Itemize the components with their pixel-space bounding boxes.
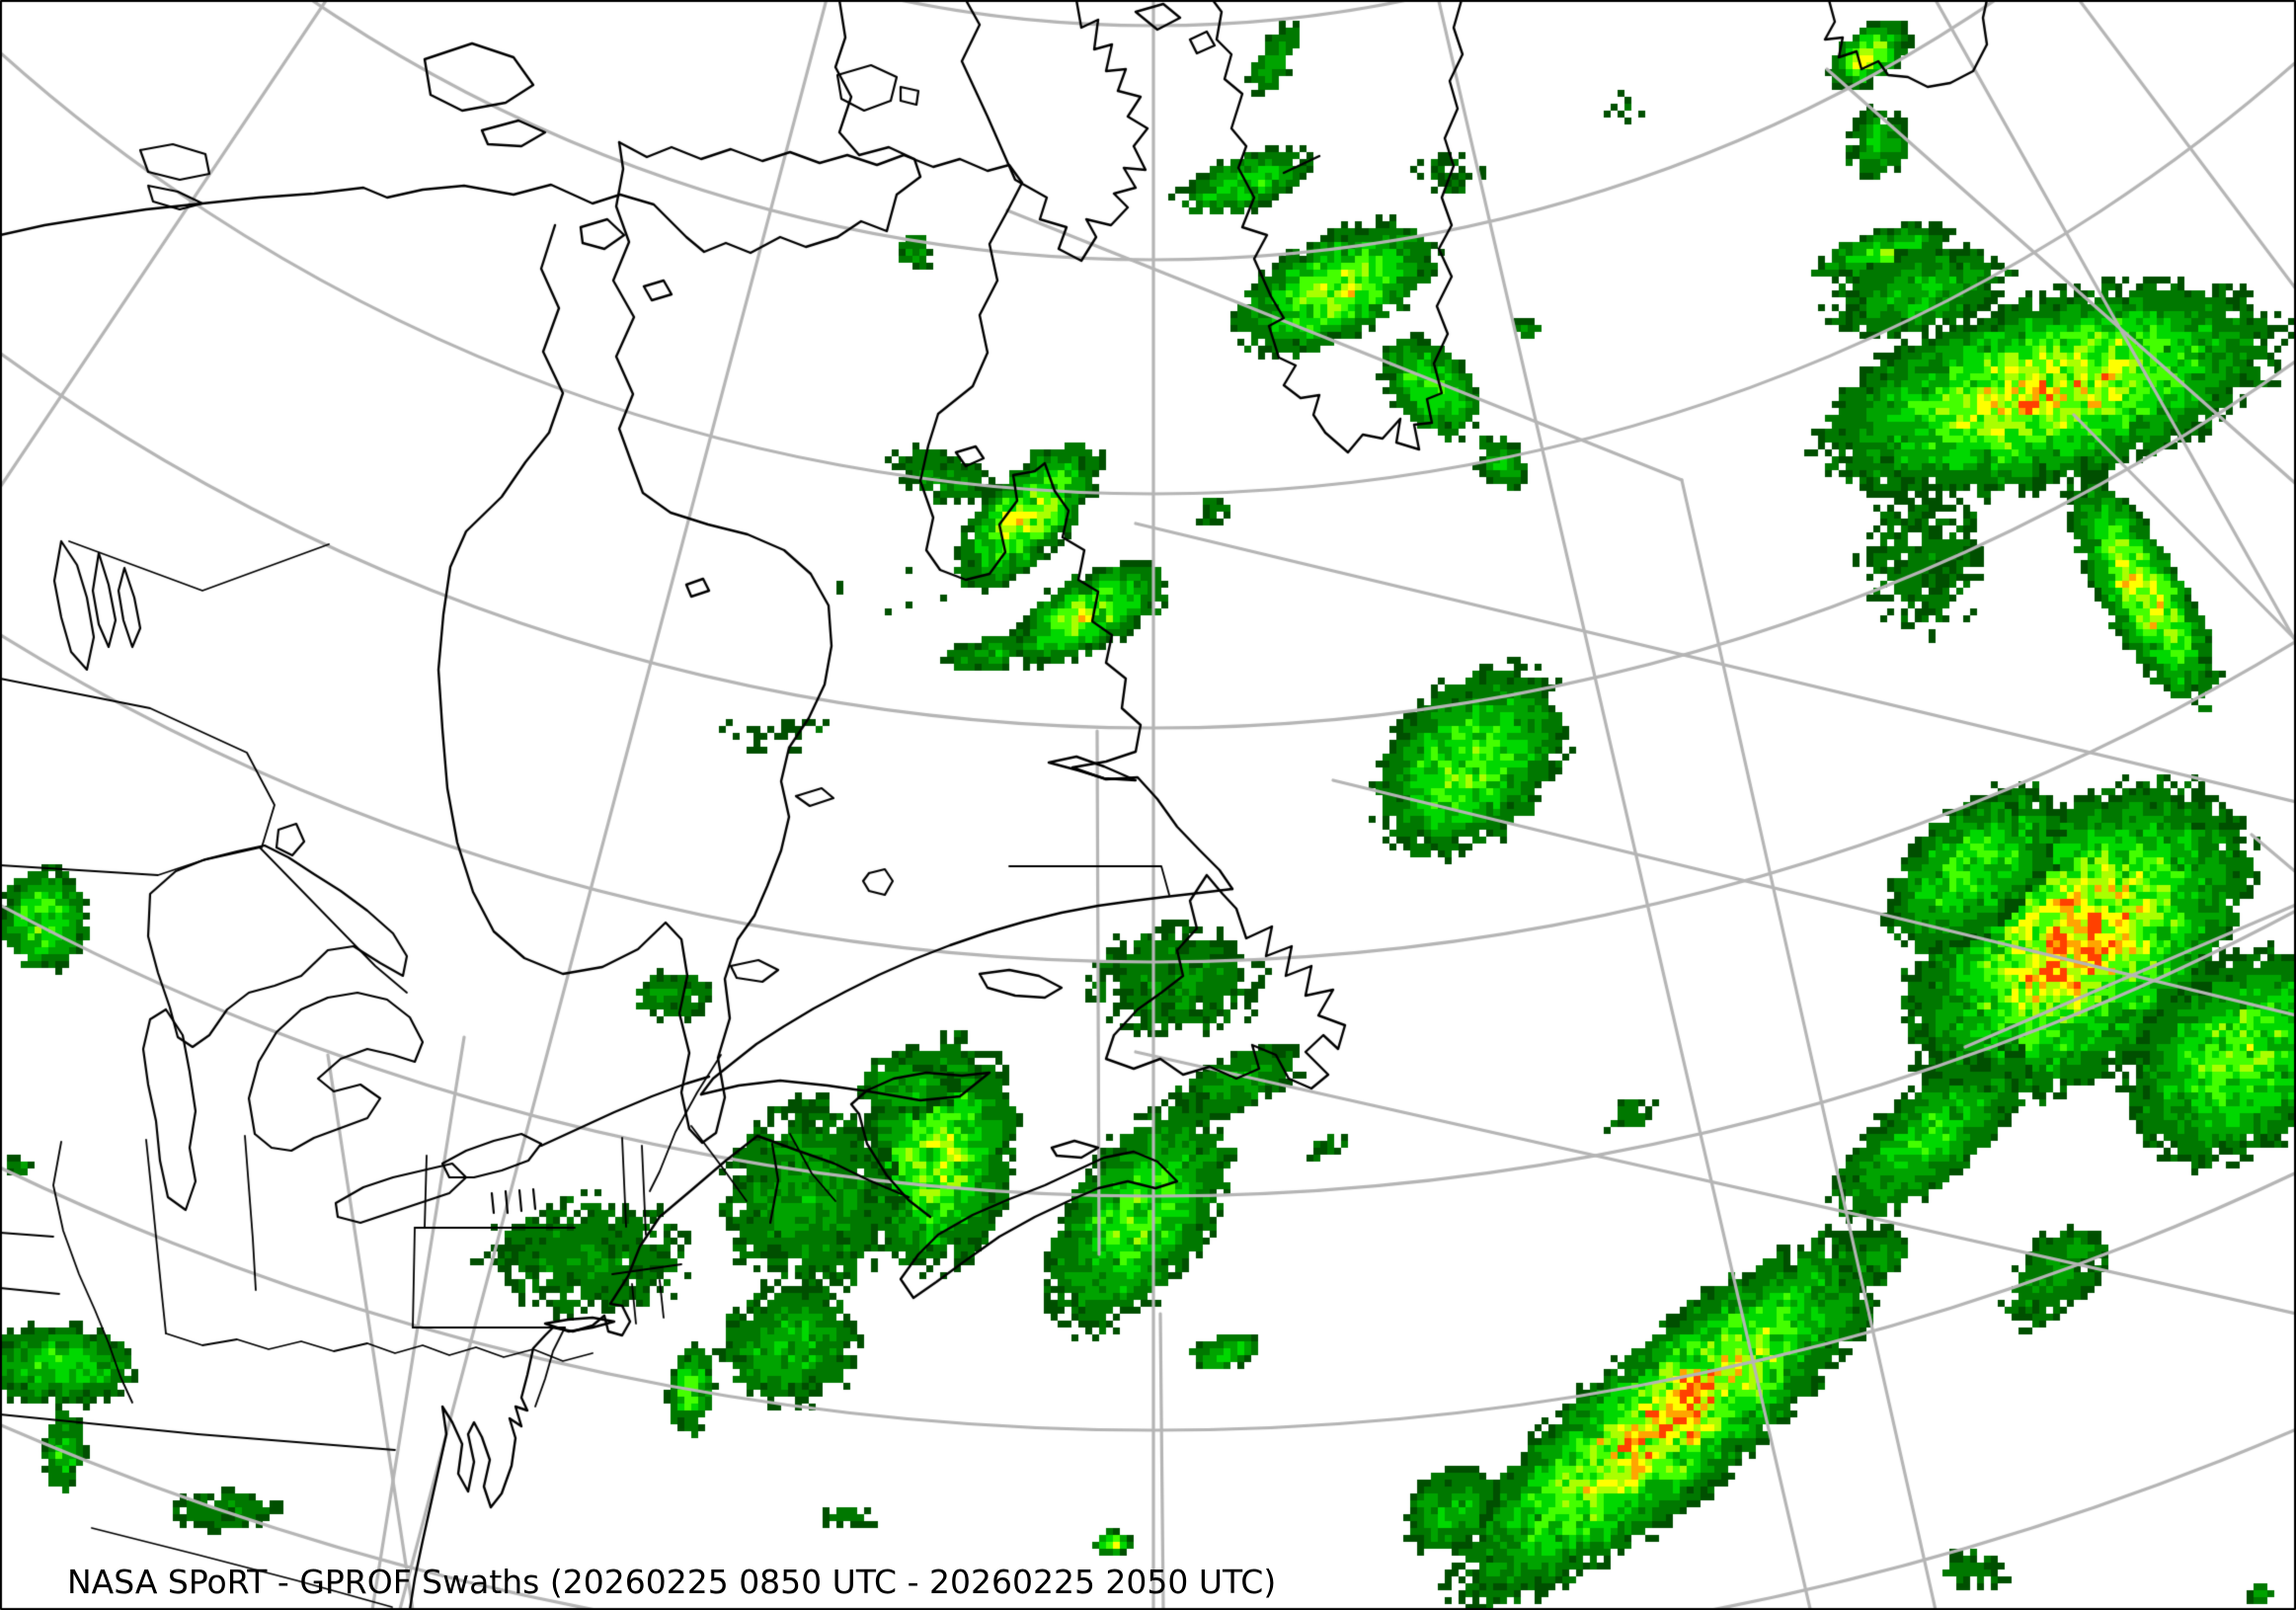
map-caption: NASA SPoRT - GPROF Swaths (20260225 0850… — [67, 1563, 1277, 1601]
